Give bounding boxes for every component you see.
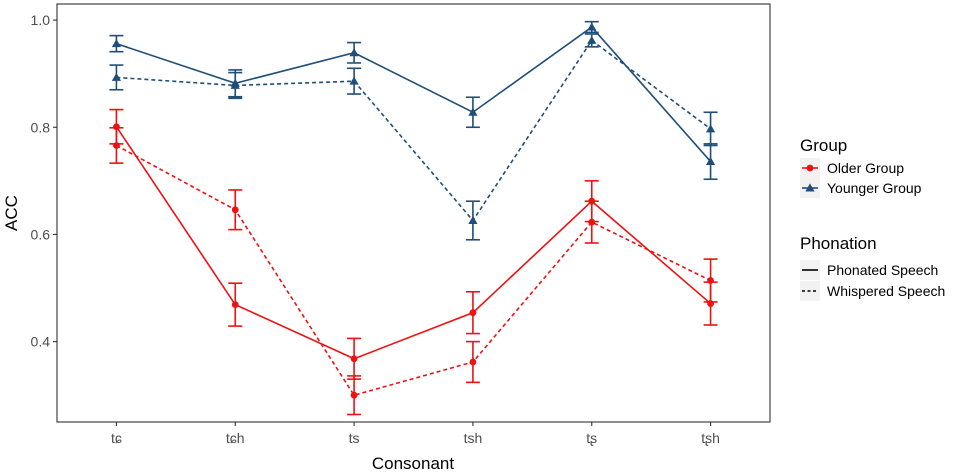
x-tick-label: tʂh: [701, 430, 720, 446]
x-tick-label: tʂ: [586, 430, 597, 446]
legend-title: Group: [800, 136, 847, 155]
x-tick-label: ts: [349, 430, 360, 446]
x-axis: tɕ tɕh ts tsh tʂ tʂh: [111, 422, 720, 446]
data-point: [469, 358, 477, 366]
y-tick-label: 0.8: [31, 119, 51, 135]
legend-key-marker: [806, 164, 814, 172]
legend-label: Older Group: [827, 160, 904, 176]
y-axis-title: ACC: [2, 195, 21, 231]
data-point: [111, 72, 122, 81]
legend: Group Older Group Younger Group Phonation Ph…: [800, 136, 945, 301]
data-point: [113, 142, 120, 149]
series-line: [116, 144, 711, 397]
legend-label: Phonated Speech: [827, 262, 938, 278]
series-younger-whispered: [109, 33, 718, 241]
data-point: [230, 80, 240, 89]
legend-label: Whispered Speech: [827, 283, 945, 299]
y-tick-label: 1.0: [31, 12, 51, 28]
data-point: [111, 39, 122, 48]
y-tick-label: 0.4: [31, 334, 51, 350]
data-point: [468, 107, 478, 116]
plot-panel: [56, 3, 771, 423]
x-tick-label: tɕh: [226, 430, 245, 446]
data-point: [588, 218, 596, 226]
legend-key-marker: [805, 183, 815, 192]
data-point: [707, 277, 714, 284]
x-axis-title: Consonant: [372, 454, 455, 473]
data-point: [349, 48, 359, 57]
data-point: [231, 301, 239, 309]
series-layer: [109, 20, 718, 416]
y-tick-label: 0.6: [31, 226, 51, 242]
series-line: [116, 25, 712, 163]
series-line: [115, 126, 712, 360]
x-tick-label: tsh: [464, 430, 483, 446]
data-point: [349, 76, 359, 85]
legend-label: Younger Group: [827, 180, 922, 196]
data-point: [587, 22, 597, 31]
legend-title: Phonation: [800, 234, 877, 253]
series-line: [116, 39, 712, 222]
data-point: [705, 156, 716, 166]
data-point: [587, 35, 597, 44]
data-point: [469, 309, 477, 317]
data-point: [350, 391, 358, 399]
data-point: [705, 124, 716, 133]
series-older-whispered: [109, 126, 718, 416]
y-axis: 0.4 0.6 0.8 1.0: [31, 12, 57, 350]
data-point: [468, 215, 478, 224]
x-tick-label: tɕ: [111, 430, 122, 446]
data-point: [231, 206, 239, 214]
data-point: [350, 355, 358, 363]
